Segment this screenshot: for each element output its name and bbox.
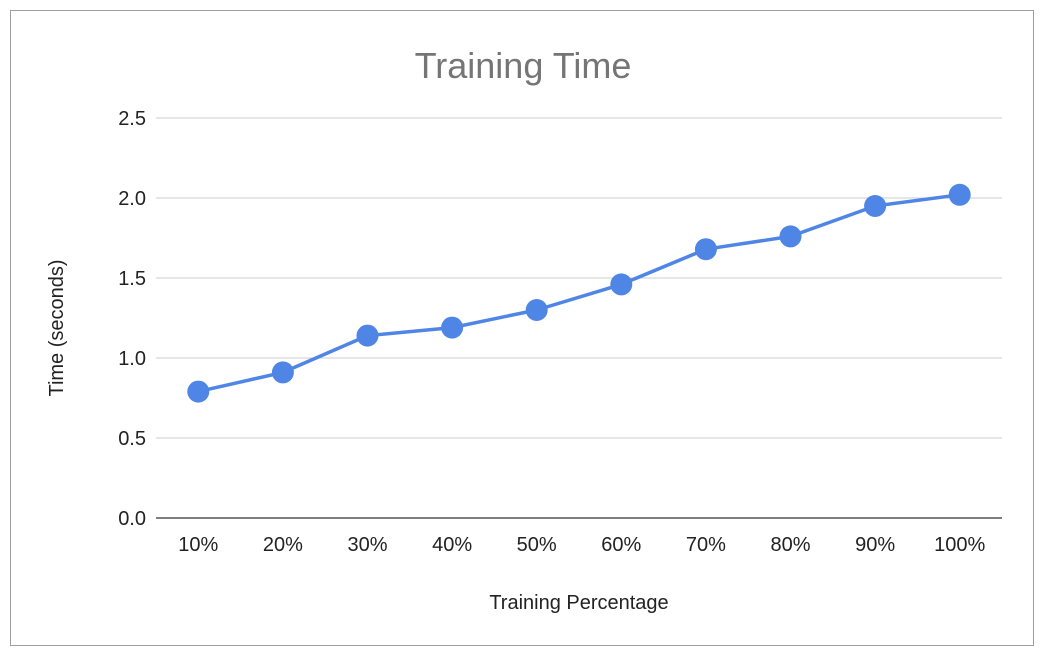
x-axis-title: Training Percentage bbox=[489, 592, 668, 614]
series-line bbox=[196, 193, 962, 394]
data-point-80pct[interactable] bbox=[779, 225, 802, 248]
x-tick-label: 80% bbox=[770, 534, 810, 556]
data-point-10pct[interactable] bbox=[187, 380, 210, 403]
x-tick-label: 100% bbox=[934, 534, 985, 556]
y-tick-label: 1.5 bbox=[118, 268, 146, 290]
x-axis-ticks: 10% 20% 30% 40% 50% 60% 70% 80% 90% 100% bbox=[178, 534, 985, 556]
data-point-40pct[interactable] bbox=[441, 316, 464, 339]
x-tick-label: 50% bbox=[517, 534, 557, 556]
data-point-30pct[interactable] bbox=[356, 324, 379, 347]
data-point-50pct[interactable] bbox=[525, 299, 548, 321]
x-tick-label: 90% bbox=[855, 534, 895, 556]
data-point-60pct[interactable] bbox=[610, 273, 633, 296]
data-point-20pct[interactable] bbox=[271, 361, 294, 384]
data-point-70pct[interactable] bbox=[694, 238, 717, 261]
x-tick-label: 40% bbox=[432, 534, 472, 556]
x-tick-label: 70% bbox=[686, 534, 726, 556]
x-tick-label: 60% bbox=[601, 534, 641, 556]
gridlines bbox=[156, 117, 1002, 439]
data-point-100pct[interactable] bbox=[948, 183, 971, 206]
series-layer bbox=[187, 183, 971, 403]
y-tick-label: 0.0 bbox=[118, 508, 146, 530]
y-tick-label: 0.5 bbox=[118, 428, 146, 450]
y-tick-label: 1.0 bbox=[118, 348, 146, 370]
x-tick-label: 20% bbox=[263, 534, 303, 556]
y-axis-title: Time (seconds) bbox=[46, 259, 68, 396]
chart-title: Training Time bbox=[415, 45, 632, 86]
y-tick-label: 2.0 bbox=[118, 188, 146, 210]
x-tick-label: 10% bbox=[178, 534, 218, 556]
x-tick-label: 30% bbox=[347, 534, 387, 556]
chart-frame bbox=[10, 10, 1034, 646]
y-tick-label: 2.5 bbox=[118, 108, 146, 130]
data-point-90pct[interactable] bbox=[864, 195, 887, 217]
y-axis-ticks: 0.0 0.5 1.0 1.5 2.0 2.5 bbox=[118, 108, 146, 530]
